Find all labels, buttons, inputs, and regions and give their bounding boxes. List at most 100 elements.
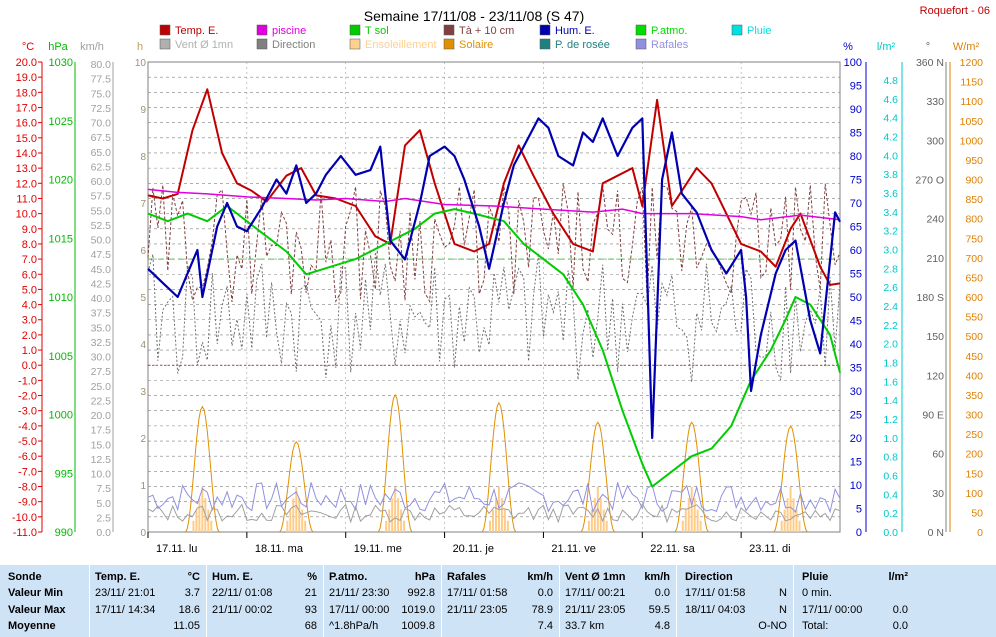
lm2-tick: 0.0 bbox=[883, 527, 898, 539]
main-series bbox=[147, 88, 841, 488]
kmh-tick: 15.0 bbox=[91, 439, 112, 451]
lm2-tick: 1.6 bbox=[883, 376, 898, 388]
day-label: 22.11. sa bbox=[650, 543, 695, 555]
temp-tick: 8.0 bbox=[22, 239, 37, 251]
wm2-tick: 50 bbox=[971, 507, 983, 519]
h-tick: 1 bbox=[140, 481, 146, 492]
solaire-peak bbox=[773, 425, 808, 533]
temp-tick: -3.0 bbox=[18, 406, 37, 418]
hpa-tick: 995 bbox=[55, 468, 73, 480]
deg-tick: 210 bbox=[926, 253, 944, 265]
h-tick: 6 bbox=[140, 246, 146, 257]
wm2-tick: 650 bbox=[965, 272, 983, 284]
legend-swatch bbox=[159, 38, 171, 50]
hpa-tick: 990 bbox=[55, 527, 73, 539]
lm2-tick: 1.8 bbox=[883, 358, 898, 370]
direction-max-val: N bbox=[779, 604, 787, 616]
lm2-tick: 4.8 bbox=[883, 75, 898, 87]
wm2-tick: 150 bbox=[965, 468, 983, 480]
kmh-tick: 52.5 bbox=[91, 220, 112, 232]
kmh-tick: 65.0 bbox=[91, 147, 112, 159]
day-label: 21.11. ve bbox=[551, 543, 595, 555]
hpa-tick: 1015 bbox=[49, 233, 73, 245]
legend-swatch bbox=[731, 24, 743, 36]
wm2-tick: 100 bbox=[965, 488, 983, 500]
pct-tick: 0 bbox=[856, 527, 862, 539]
kmh-tick: 40.0 bbox=[91, 293, 112, 305]
stats-pluie-unit: l/m² bbox=[888, 571, 908, 583]
legend-swatch bbox=[349, 38, 361, 50]
stats-patmo-title: P.atmo. bbox=[329, 571, 368, 583]
kmh-tick: 57.5 bbox=[91, 191, 112, 203]
stats-vent-col: Vent Ø 1mn km/h 17/11/ 00:21 0.0 21/11/ … bbox=[559, 565, 676, 637]
day-label: 23.11. di bbox=[749, 543, 790, 555]
temp-tick: 11.0 bbox=[16, 193, 37, 205]
temp-tick: 2.0 bbox=[22, 330, 37, 342]
hpa-tick: 1020 bbox=[49, 175, 73, 187]
h-tick: 4 bbox=[140, 340, 146, 351]
pct-tick: 5 bbox=[856, 504, 862, 516]
day-label: 18.11. ma bbox=[255, 543, 304, 555]
vent-max-time: 21/11/ 23:05 bbox=[565, 604, 626, 616]
vent-min-time: 17/11/ 00:21 bbox=[565, 587, 626, 599]
axis-unit-label: h bbox=[137, 41, 143, 53]
pct-tick: 45 bbox=[850, 316, 862, 328]
lm2-tick: 2.2 bbox=[883, 320, 898, 332]
pct-tick: 85 bbox=[850, 128, 862, 140]
pct-tick: 30 bbox=[850, 386, 862, 398]
legend-label: Tà + 10 cm bbox=[459, 25, 514, 37]
stats-pluie-col: Pluie l/m² 0 min. 17/11/ 00:00 0.0 Total… bbox=[793, 565, 912, 637]
pct-tick: 10 bbox=[850, 480, 862, 492]
pct-tick: 55 bbox=[850, 269, 862, 281]
temp-min-val: 3.7 bbox=[184, 587, 200, 599]
kmh-tick: 70.0 bbox=[91, 118, 112, 130]
wm2-tick: 300 bbox=[965, 410, 983, 422]
h-tick: 2 bbox=[140, 434, 146, 445]
kmh-tick: 22.5 bbox=[91, 395, 112, 407]
pct-tick: 75 bbox=[850, 175, 862, 187]
kmh-tick: 62.5 bbox=[91, 161, 112, 173]
kmh-tick: 75.0 bbox=[91, 88, 112, 100]
temp-tick: 10.0 bbox=[16, 209, 37, 221]
kmh-tick: 45.0 bbox=[91, 264, 112, 276]
hum-min-time: 22/11/ 01:08 bbox=[212, 587, 273, 599]
legend-swatch bbox=[349, 24, 361, 36]
stats-panel: Sonde Valeur Min Valeur Max Moyenne Temp… bbox=[0, 565, 996, 637]
axis-unit-label: °C bbox=[22, 41, 34, 53]
temp-tick: -6.0 bbox=[18, 451, 37, 463]
wm2-tick: 450 bbox=[965, 351, 983, 363]
lm2-tick: 4.6 bbox=[883, 94, 898, 106]
legend-swatch bbox=[443, 24, 455, 36]
legend-label: Temp. E. bbox=[175, 25, 218, 37]
kmh-tick: 72.5 bbox=[91, 103, 112, 115]
temp-tick: 20.0 bbox=[16, 57, 37, 69]
legend-label: Pluie bbox=[747, 25, 771, 37]
kmh-tick: 60.0 bbox=[91, 176, 112, 188]
pct-tick: 35 bbox=[850, 363, 862, 375]
kmh-tick: 25.0 bbox=[91, 381, 112, 393]
pct-tick: 15 bbox=[850, 457, 862, 469]
row-label-min: Valeur Min bbox=[8, 587, 64, 599]
temp-tick: 0.0 bbox=[22, 360, 37, 372]
legend-swatch bbox=[256, 38, 268, 50]
row-label-mean: Moyenne bbox=[8, 620, 56, 632]
lm2-tick: 3.0 bbox=[883, 245, 898, 257]
station-name: Roquefort - 06 bbox=[920, 5, 990, 17]
stats-direction-col: Direction 17/11/ 01:58 N 18/11/ 04:03 N … bbox=[676, 565, 793, 637]
lm2-tick: 1.2 bbox=[883, 414, 898, 426]
kmh-tick: 30.0 bbox=[91, 352, 112, 364]
pluie-max-time: 17/11/ 00:00 bbox=[802, 604, 863, 616]
stats-temp-title: Temp. E. bbox=[95, 571, 141, 583]
hpa-tick: 1025 bbox=[49, 116, 73, 128]
deg-tick: 360 N bbox=[916, 57, 944, 69]
temp-max-time: 17/11/ 14:34 bbox=[95, 604, 156, 616]
direction-mean: O-NO bbox=[758, 620, 787, 632]
plot-frame bbox=[147, 61, 841, 533]
kmh-tick: 67.5 bbox=[91, 132, 112, 144]
deg-tick: 300 bbox=[926, 135, 944, 147]
axis-unit-label: l/m² bbox=[877, 41, 896, 53]
legend-label: piscine bbox=[272, 25, 306, 37]
wm2-tick: 500 bbox=[965, 331, 983, 343]
hpa-tick: 1000 bbox=[49, 410, 73, 422]
legend-swatch bbox=[443, 38, 455, 50]
